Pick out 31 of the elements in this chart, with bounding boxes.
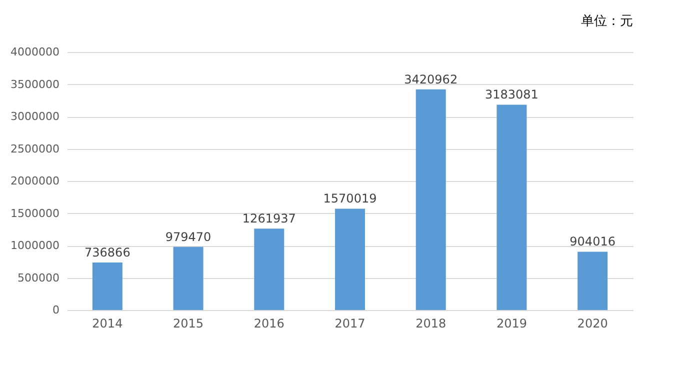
data-label: 3420962 xyxy=(404,72,458,86)
y-tick-label: 1000000 xyxy=(10,239,60,252)
x-tick-label: 2018 xyxy=(416,316,446,330)
data-label: 1570019 xyxy=(323,192,377,206)
x-tick-label: 2015 xyxy=(173,316,204,330)
y-tick-label: 3500000 xyxy=(10,78,60,91)
y-tick-label: 0 xyxy=(52,304,60,316)
text: 单位：元 xyxy=(581,14,633,29)
bar xyxy=(416,89,446,310)
data-label: 1261937 xyxy=(242,212,296,226)
y-tick-label: 1500000 xyxy=(10,206,60,220)
data-label: 736866 xyxy=(84,245,130,260)
y-tick-label: 500000 xyxy=(18,271,60,284)
y-tick-label: 3000000 xyxy=(10,110,60,123)
bar xyxy=(173,246,204,310)
y-tick-label: 4000000 xyxy=(10,46,60,58)
y-tick-label: 2500000 xyxy=(10,142,60,156)
bar xyxy=(578,252,608,310)
x-tick-label: 2020 xyxy=(577,316,608,330)
x-tick-label: 2014 xyxy=(92,316,123,330)
bar xyxy=(496,104,527,310)
data-label: 904016 xyxy=(570,234,616,249)
x-tick-label: 2016 xyxy=(254,316,284,330)
y-tick-label: 2000000 xyxy=(10,174,60,188)
data-label: 3183081 xyxy=(484,88,538,102)
data-label: 979470 xyxy=(165,230,212,244)
x-tick-label: 2019 xyxy=(496,316,527,330)
bar xyxy=(92,262,122,310)
x-tick-label: 2017 xyxy=(334,316,366,330)
bar xyxy=(335,208,365,310)
bar xyxy=(254,228,284,310)
